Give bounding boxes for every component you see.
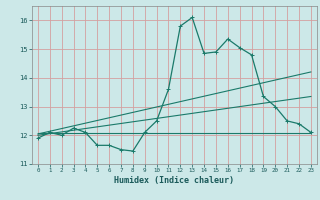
X-axis label: Humidex (Indice chaleur): Humidex (Indice chaleur) [115, 176, 234, 185]
